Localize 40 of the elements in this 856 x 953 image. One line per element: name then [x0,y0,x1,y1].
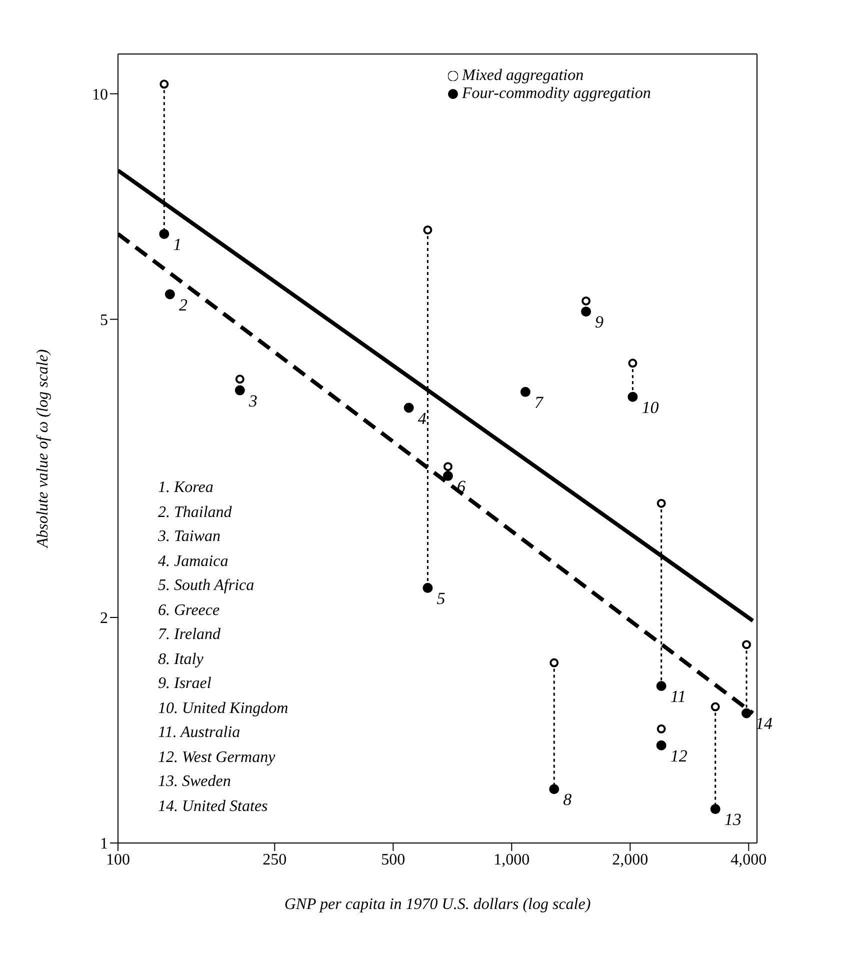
x-tick-label: 500 [381,851,406,868]
annotation: 7. Ireland [158,625,222,645]
annotation: 8 [563,790,572,810]
annotation: 1 [173,234,182,254]
x-tick-label: 2,000 [612,851,648,868]
annotation: 13 [724,810,742,830]
annotation: 4 [418,408,427,428]
annotation: 10 [642,398,660,417]
annotation: 2 [178,295,188,314]
x-tick-label: 1,000 [494,851,530,868]
annotation: 12. West Germany [158,748,276,768]
y-tick-label: 1 [100,836,108,853]
annotation: 6. Greece [158,600,221,620]
y-tick-label: 10 [92,86,108,104]
x-tick-label: 4,000 [730,851,767,868]
legend-label: Mixed aggregation [462,67,584,84]
annotation: 7 [534,392,544,412]
annotation: 11. Australia [158,723,242,743]
y-tick-label: 5 [100,312,108,329]
annotation: 13. Sweden [158,772,232,792]
y-tick-label: 2 [100,610,108,628]
annotation: 3. Taiwan [158,527,222,547]
annotation: 11 [670,687,686,706]
x-axis-title: GNP per capita in 1970 U.S. dollars (log scale) [284,896,591,913]
annotation: 10. United Kingdom [158,698,288,718]
x-tick-label: 100 [106,851,130,868]
legend-label: Four-commodity aggregation [462,85,651,102]
annotation: 1. Korea [158,478,214,498]
annotation: 12 [670,746,688,766]
annotation: 5. South Africa [158,576,256,596]
annotation: 4. Jamaica [158,552,230,572]
annotation: 9 [595,312,604,332]
y-axis-title: Absolute value of ω (log scale) [34,349,52,549]
annotation: 3 [248,391,258,410]
annotation: 2. Thailand [158,502,233,522]
annotation: 9. Israel [158,674,212,694]
annotation: 8. Italy [158,650,204,670]
annotation: 5 [436,588,446,608]
x-tick-label: 250 [262,851,287,868]
annotation: 14. United States [158,796,269,816]
